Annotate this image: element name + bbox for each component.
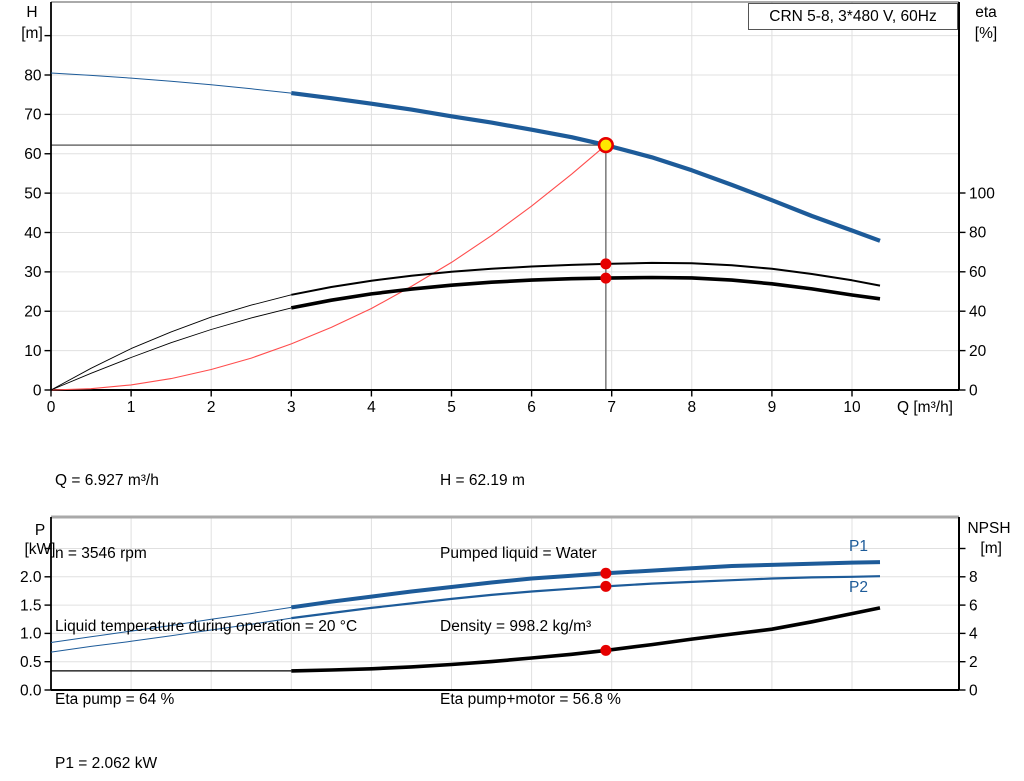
system-curve	[50, 144, 607, 391]
duty-dot	[600, 567, 612, 579]
svg-text:1.5: 1.5	[20, 597, 42, 614]
duty-dot	[600, 580, 612, 592]
svg-text:60: 60	[969, 264, 987, 281]
head-axis-label: H [m]	[21, 4, 43, 42]
efficiency-duty-dot	[600, 258, 612, 270]
duty-dot	[600, 644, 612, 656]
svg-text:8: 8	[687, 399, 696, 416]
svg-text:40: 40	[24, 225, 42, 242]
npsh-curve	[51, 606, 881, 673]
p2-curve	[50, 575, 881, 653]
eta-axis-label: eta [%]	[974, 4, 998, 42]
svg-text:9: 9	[768, 399, 777, 416]
efficiency-duty-dot	[600, 272, 612, 284]
svg-text:0: 0	[969, 382, 978, 399]
svg-text:20: 20	[969, 343, 987, 360]
p2-curve-label: P2	[849, 579, 868, 596]
svg-text:0: 0	[33, 382, 42, 399]
svg-text:0.0: 0.0	[20, 682, 42, 699]
axis-ticks: 0 10 20 30 40 50 60 70 80 0 20 40 60 80 100 0 1 2 3 4 5 6 7 8 9 1…	[24, 34, 995, 416]
svg-text:5: 5	[447, 399, 456, 416]
plot-frame	[50, 1, 960, 391]
svg-text:30: 30	[24, 264, 42, 281]
svg-text:50: 50	[24, 185, 42, 202]
svg-text:70: 70	[24, 107, 42, 124]
duty-info-left: Q = 6.927 m³/h n = 3546 rpm Liquid tempe…	[55, 420, 357, 762]
svg-text:4: 4	[969, 626, 978, 643]
svg-text:1.0: 1.0	[20, 626, 42, 643]
svg-text:3: 3	[287, 399, 296, 416]
svg-text:80: 80	[969, 225, 987, 242]
grid	[51, 2, 959, 390]
head-curve	[50, 72, 881, 243]
power-axis-label: P [kW]	[24, 522, 56, 558]
duty-speed-text: n = 3546 rpm	[55, 545, 147, 563]
duty-eta-total-text: Eta pump+motor = 56.8 %	[440, 691, 621, 709]
svg-text:100: 100	[969, 185, 995, 202]
p1-curve-label: P1	[849, 538, 868, 555]
svg-text:10: 10	[843, 399, 861, 416]
duty-density-text: Density = 998.2 kg/m³	[440, 618, 592, 636]
svg-text:80: 80	[24, 67, 42, 84]
duty-info-right: H = 62.19 m Pumped liquid = Water Densit…	[440, 420, 621, 762]
svg-text:6: 6	[527, 399, 536, 416]
svg-text:40: 40	[969, 304, 987, 321]
eta-pump	[50, 261, 881, 391]
svg-text:8: 8	[969, 569, 978, 586]
pump-title-box: CRN 5-8, 3*480 V, 60Hz	[748, 3, 958, 30]
svg-text:2.0: 2.0	[20, 569, 42, 586]
duty-flow-text: Q = 6.927 m³/h	[55, 471, 159, 489]
head-efficiency-chart: 0 10 20 30 40 50 60 70 80 0 20 40 60 80 100 0 1 2 3 4 5 6 7 8 9 1…	[24, 1, 995, 416]
svg-text:Q [m³/h]: Q [m³/h]	[897, 399, 953, 416]
npsh-axis-label: NPSH [m]	[967, 520, 1011, 557]
svg-text:1: 1	[127, 399, 136, 416]
eta-pump-motor	[50, 275, 881, 391]
svg-text:0.5: 0.5	[20, 654, 42, 671]
power-info: P1 = 2.062 kW P2 = 1.831 kW NPSH = 2.8 m	[55, 703, 157, 781]
p1-value-text: P1 = 2.062 kW	[55, 754, 158, 772]
svg-text:2: 2	[207, 399, 216, 416]
svg-text:0: 0	[969, 682, 978, 699]
svg-text:6: 6	[969, 597, 978, 614]
axis-ticks: 0.0 0.5 1.0 1.5 2.0 0 2 4 6 8	[20, 547, 978, 699]
duty-point-marker[interactable]	[597, 137, 614, 154]
power-npsh-chart: 0.0 0.5 1.0 1.5 2.0 0 2 4 6 8	[20, 515, 978, 699]
svg-text:60: 60	[24, 146, 42, 163]
p1-curve	[50, 560, 881, 643]
svg-text:10: 10	[24, 343, 42, 360]
svg-text:7: 7	[607, 399, 616, 416]
duty-liquid-text: Pumped liquid = Water	[440, 545, 597, 563]
svg-text:2: 2	[969, 654, 978, 671]
duty-head-text: H = 62.19 m	[440, 471, 525, 489]
svg-text:4: 4	[367, 399, 376, 416]
duty-eta-pump-text: Eta pump = 64 %	[55, 691, 175, 709]
duty-temperature-text: Liquid temperature during operation = 20…	[55, 618, 358, 636]
svg-text:20: 20	[24, 304, 42, 321]
svg-text:0: 0	[47, 399, 56, 416]
